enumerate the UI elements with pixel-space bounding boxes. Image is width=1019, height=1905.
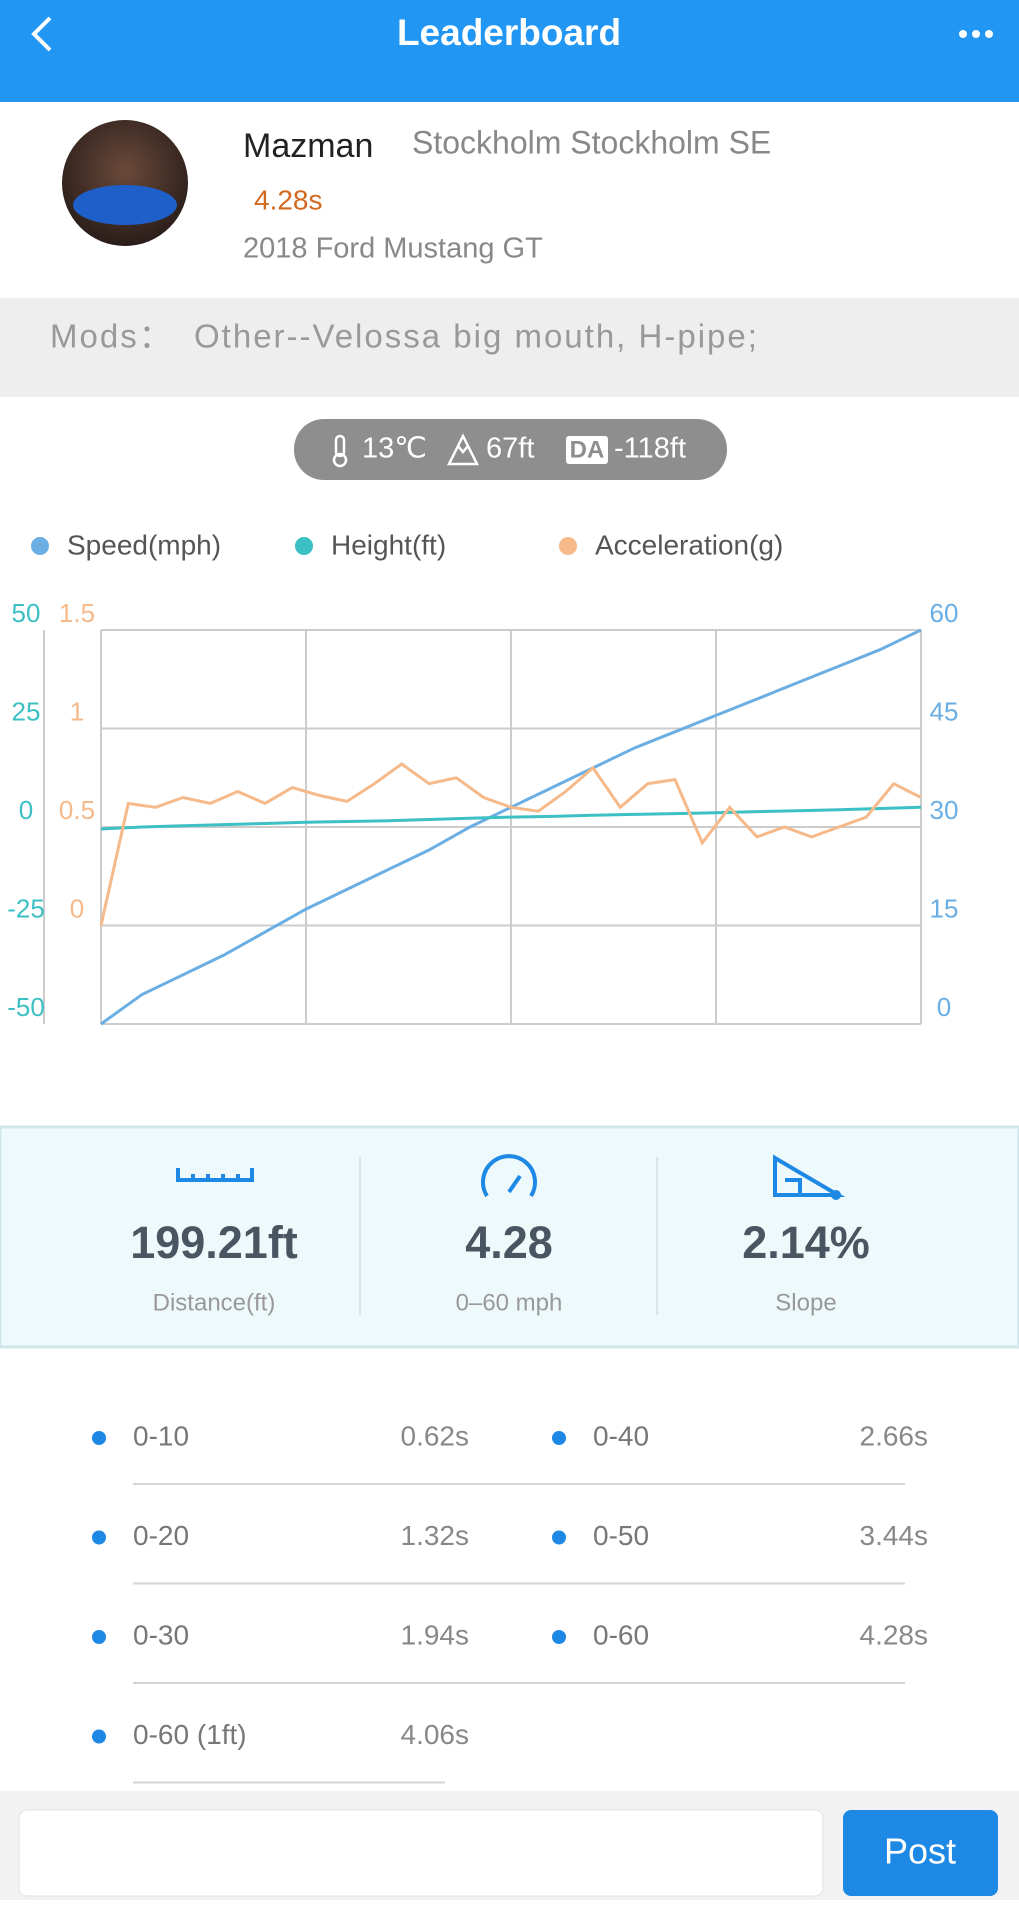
altitude: 67ft xyxy=(486,433,534,465)
avatar-car xyxy=(73,185,177,225)
conditions-pill xyxy=(294,419,727,480)
split-value: 1.32s xyxy=(401,1520,470,1551)
split-value: 4.06s xyxy=(401,1719,470,1750)
comment-input[interactable] xyxy=(18,1809,824,1897)
da-badge xyxy=(566,436,608,464)
stat-value: 2.14% xyxy=(742,1217,870,1268)
slope-icon xyxy=(773,1154,846,1200)
split-dot xyxy=(552,1530,566,1545)
split-dot xyxy=(92,1431,106,1445)
series-line xyxy=(100,805,922,831)
page-title: Leaderboard xyxy=(397,12,621,53)
tick-label: -25 xyxy=(7,893,45,923)
density-altitude: -118ft xyxy=(614,433,686,465)
car-model: 2018 Ford Mustang GT xyxy=(243,233,543,265)
mods-text: Other--Velossa big mouth, H-pipe; xyxy=(194,318,759,355)
app-bar xyxy=(0,0,1019,102)
split-label: 0-60 (1ft) xyxy=(133,1719,247,1750)
stat-label: Slope xyxy=(775,1289,836,1316)
stat-value: 199.21ft xyxy=(130,1217,298,1268)
legend-label: Height(ft) xyxy=(331,529,446,560)
split-label: 0-50 xyxy=(593,1520,649,1551)
thermometer-icon xyxy=(332,434,348,468)
split-label: 0-10 xyxy=(133,1420,189,1451)
avatar[interactable] xyxy=(62,120,188,246)
more-button[interactable] xyxy=(959,30,993,38)
temperature: 13℃ xyxy=(362,433,427,465)
gauge-icon xyxy=(481,1154,537,1198)
split-value: 2.66s xyxy=(860,1420,929,1451)
split-dot xyxy=(92,1729,106,1744)
tick-label: -50 xyxy=(7,992,45,1022)
split-dot xyxy=(92,1530,106,1545)
split-label: 0-60 xyxy=(593,1619,649,1650)
split-dot xyxy=(92,1630,106,1644)
back-button[interactable] xyxy=(31,16,52,52)
tick-label: 60 xyxy=(930,598,959,628)
legend-label: Speed(mph) xyxy=(67,529,221,560)
ruler-icon xyxy=(176,1168,254,1182)
split-value: 1.94s xyxy=(401,1619,470,1650)
post-button[interactable] xyxy=(843,1810,998,1896)
legend-dot xyxy=(31,537,49,555)
split-value: 0.62s xyxy=(401,1420,470,1451)
tick-label: 0.5 xyxy=(59,795,95,825)
tick-label: 30 xyxy=(930,795,959,825)
split-value: 4.28s xyxy=(860,1619,929,1650)
tick-label: 1 xyxy=(70,696,84,726)
stats-band xyxy=(0,1125,1019,1349)
da-badge-text: DA xyxy=(570,436,605,463)
split-label: 0-40 xyxy=(593,1420,649,1451)
legend-dot xyxy=(559,537,577,555)
split-dot xyxy=(552,1431,566,1445)
legend-dot xyxy=(295,537,313,555)
tick-label: 50 xyxy=(12,598,41,628)
tick-label: 0 xyxy=(19,795,33,825)
mods-band xyxy=(0,298,1019,397)
stat-label: 0–60 mph xyxy=(456,1289,563,1316)
tick-label: 25 xyxy=(12,696,41,726)
legend-label: Acceleration(g) xyxy=(595,529,783,560)
post-button-label[interactable]: Post xyxy=(884,1831,956,1872)
location: Stockholm Stockholm SE xyxy=(412,124,771,160)
stat-label: Distance(ft) xyxy=(153,1289,276,1316)
mods-label: Mods： xyxy=(50,318,174,355)
tick-label: 45 xyxy=(930,696,959,726)
best-time: 4.28s xyxy=(254,184,323,215)
altitude-icon xyxy=(446,433,480,466)
tick-label: 0 xyxy=(70,893,84,923)
tick-label: 1.5 xyxy=(59,598,95,628)
tick-label: 15 xyxy=(930,893,959,923)
split-value: 3.44s xyxy=(860,1520,929,1551)
split-label: 0-20 xyxy=(133,1520,189,1551)
split-label: 0-30 xyxy=(133,1619,189,1650)
series-line xyxy=(99,762,922,926)
split-dot xyxy=(552,1630,566,1644)
stat-value: 4.28 xyxy=(465,1217,553,1268)
tick-label: 0 xyxy=(937,992,951,1022)
user-name: Mazman xyxy=(243,127,373,165)
